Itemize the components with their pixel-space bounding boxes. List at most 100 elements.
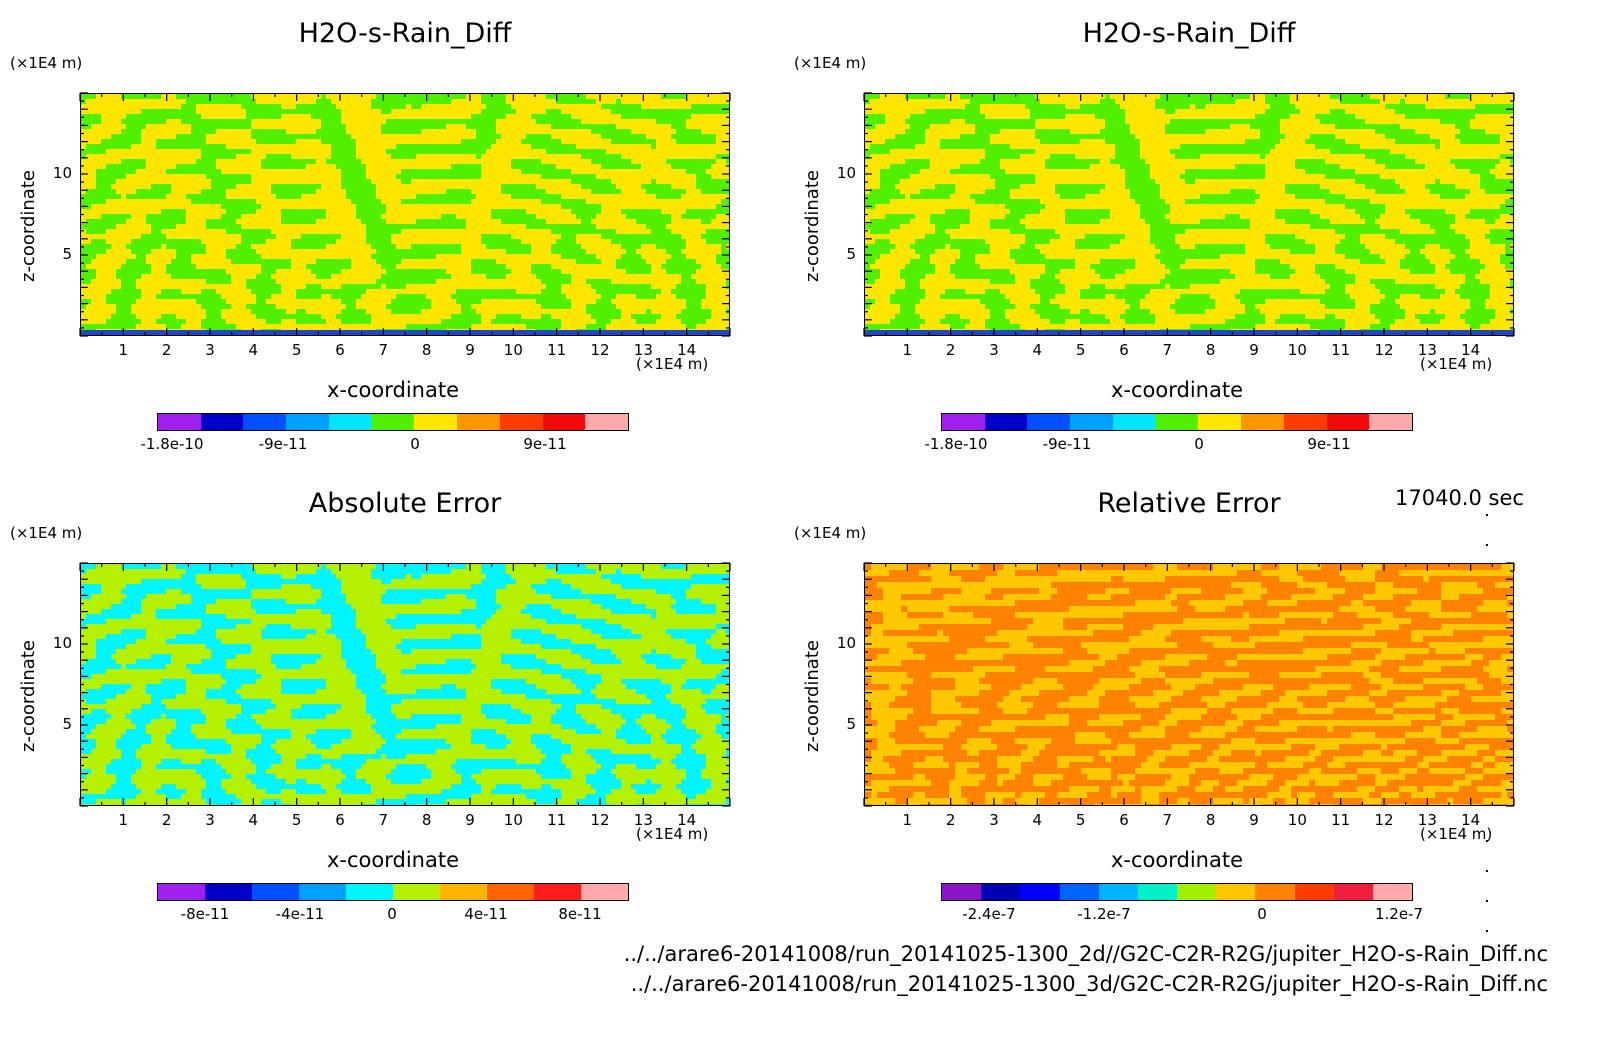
heatmap-cell bbox=[171, 289, 176, 294]
heatmap-cell bbox=[601, 229, 606, 234]
heatmap-cell bbox=[266, 234, 271, 239]
heatmap-cell bbox=[1270, 234, 1275, 239]
heatmap-cell bbox=[171, 294, 176, 299]
heatmap-cell bbox=[895, 179, 900, 184]
heatmap-cell bbox=[256, 134, 261, 139]
heatmap-cell bbox=[221, 184, 226, 189]
heatmap-cell bbox=[176, 219, 181, 224]
heatmap-cell bbox=[556, 94, 561, 99]
heatmap-cell bbox=[81, 114, 86, 119]
heatmap-cell bbox=[546, 289, 551, 294]
heatmap-cell bbox=[870, 229, 875, 234]
heatmap-cell bbox=[151, 194, 156, 199]
heatmap-cell bbox=[1220, 249, 1225, 254]
heatmap-cell bbox=[1345, 169, 1350, 174]
heatmap-cell bbox=[1110, 114, 1115, 119]
heatmap-cell bbox=[691, 164, 696, 169]
heatmap-cell bbox=[156, 184, 161, 189]
heatmap-cell bbox=[541, 289, 546, 294]
heatmap-cell bbox=[1275, 209, 1280, 214]
heatmap-cell bbox=[146, 194, 151, 199]
heatmap-cell bbox=[621, 264, 626, 269]
heatmap-cell bbox=[186, 259, 191, 264]
heatmap-cell bbox=[1375, 279, 1380, 284]
heatmap-cell bbox=[231, 229, 236, 234]
heatmap-cell bbox=[1135, 149, 1140, 154]
heatmap-cell bbox=[311, 234, 316, 239]
heatmap-cell bbox=[351, 294, 356, 299]
heatmap-cell bbox=[136, 124, 141, 129]
heatmap-cell bbox=[456, 324, 461, 329]
heatmap-cell bbox=[721, 239, 726, 244]
heatmap-cell bbox=[1435, 229, 1440, 234]
heatmap-cell bbox=[431, 199, 436, 204]
heatmap-cell bbox=[1305, 164, 1310, 169]
heatmap-cell bbox=[726, 249, 729, 254]
heatmap-cell bbox=[466, 144, 471, 149]
heatmap-cell bbox=[955, 274, 960, 279]
heatmap-cell bbox=[691, 159, 696, 164]
heatmap-cell bbox=[86, 144, 91, 149]
heatmap-cell bbox=[416, 269, 421, 274]
heatmap-cell bbox=[920, 124, 925, 129]
heatmap-cell bbox=[471, 139, 476, 144]
heatmap-cell bbox=[920, 194, 925, 199]
heatmap-cell bbox=[661, 114, 666, 119]
heatmap-cell bbox=[1225, 124, 1230, 129]
heatmap-cell bbox=[1375, 124, 1380, 129]
heatmap-cell bbox=[246, 179, 251, 184]
heatmap-cell bbox=[276, 264, 281, 269]
heatmap-cell bbox=[1020, 99, 1025, 104]
heatmap-cell bbox=[96, 244, 101, 249]
heatmap-cell bbox=[1240, 249, 1245, 254]
heatmap-cell bbox=[1365, 209, 1370, 214]
heatmap-cell bbox=[336, 259, 341, 264]
heatmap-cell bbox=[341, 294, 346, 299]
heatmap-cell bbox=[271, 104, 276, 109]
heatmap-cell bbox=[1315, 144, 1320, 149]
heatmap-cell bbox=[221, 99, 226, 104]
heatmap-cell bbox=[451, 94, 456, 99]
heatmap-cell bbox=[1390, 104, 1395, 109]
heatmap-cell bbox=[216, 324, 221, 329]
heatmap-cell bbox=[1090, 284, 1095, 289]
heatmap-cell bbox=[1270, 274, 1275, 279]
heatmap-cell bbox=[1340, 279, 1345, 284]
heatmap-cell bbox=[890, 139, 895, 144]
heatmap-cell bbox=[1475, 214, 1480, 219]
heatmap-cell bbox=[1140, 204, 1145, 209]
heatmap-cell bbox=[880, 149, 885, 154]
heatmap-cell bbox=[1025, 249, 1030, 254]
heatmap-cell bbox=[1370, 184, 1375, 189]
heatmap-cell bbox=[146, 264, 151, 269]
heatmap-cell bbox=[1065, 134, 1070, 139]
heatmap-cell bbox=[1395, 124, 1400, 129]
heatmap-cell bbox=[1060, 134, 1065, 139]
heatmap-cell bbox=[371, 209, 376, 214]
heatmap-cell bbox=[1230, 194, 1235, 199]
heatmap-cell bbox=[1185, 254, 1190, 259]
heatmap-cell bbox=[131, 284, 136, 289]
heatmap-cell bbox=[231, 154, 236, 159]
heatmap-cell bbox=[1270, 144, 1275, 149]
heatmap-cell bbox=[716, 109, 721, 114]
heatmap-cell bbox=[91, 94, 96, 99]
heatmap-cell bbox=[536, 164, 541, 169]
heatmap-cell bbox=[1010, 149, 1015, 154]
heatmap-cell bbox=[1190, 224, 1195, 229]
heatmap-cell bbox=[1110, 139, 1115, 144]
heatmap-cell bbox=[166, 294, 171, 299]
heatmap-cell bbox=[166, 184, 171, 189]
heatmap-cell bbox=[1190, 129, 1195, 134]
heatmap-cell bbox=[1260, 129, 1265, 134]
heatmap-cell bbox=[616, 99, 621, 104]
heatmap-cell bbox=[1230, 214, 1235, 219]
heatmap-cell bbox=[1330, 144, 1335, 149]
heatmap-cell bbox=[631, 289, 636, 294]
heatmap-cell bbox=[616, 264, 621, 269]
heatmap-cell bbox=[1230, 119, 1235, 124]
heatmap-cell bbox=[146, 94, 151, 99]
heatmap-cell bbox=[1295, 184, 1300, 189]
heatmap-cell bbox=[1180, 224, 1185, 229]
heatmap-cell bbox=[131, 194, 136, 199]
